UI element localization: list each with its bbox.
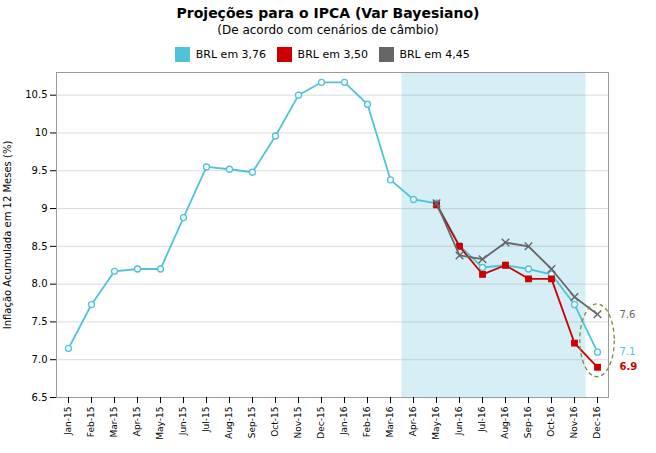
svg-text:Dec-16: Dec-16 [592, 406, 602, 438]
svg-text:Feb-15: Feb-15 [86, 407, 96, 438]
svg-text:6.9: 6.9 [620, 361, 638, 372]
svg-text:Mar-15: Mar-15 [109, 407, 119, 438]
svg-text:10: 10 [35, 127, 48, 138]
svg-text:Oct-16: Oct-16 [546, 406, 556, 437]
svg-text:7.0: 7.0 [32, 354, 48, 365]
svg-text:May-15: May-15 [155, 407, 165, 440]
svg-text:Sep-16: Sep-16 [523, 406, 533, 438]
svg-text:Jul-16: Jul-16 [477, 406, 487, 433]
svg-text:8.0: 8.0 [32, 278, 48, 289]
svg-text:9.5: 9.5 [32, 165, 48, 176]
svg-text:Oct-15: Oct-15 [270, 407, 280, 437]
svg-text:May-16: May-16 [431, 406, 441, 439]
html-text:Projeções para o IPCA (Var Bay: Projeções para o IPCA (Var Bayesiano) [176, 5, 480, 21]
svg-text:Nov-15: Nov-15 [293, 407, 303, 439]
svg-text:Feb-16: Feb-16 [362, 406, 372, 437]
svg-text:Jun-16: Jun-16 [454, 406, 464, 436]
html-text:BRL em 4,45: BRL em 4,45 [399, 48, 470, 61]
svg-text:Jun-15: Jun-15 [178, 407, 188, 437]
svg-text:Nov-16: Nov-16 [569, 406, 579, 438]
svg-text:Jul-15: Jul-15 [201, 407, 211, 434]
svg-text:Inflação Acumulada em 12 Meses: Inflação Acumulada em 12 Meses (%) [2, 141, 13, 330]
svg-text:Aug-15: Aug-15 [224, 407, 234, 439]
svg-text:9: 9 [41, 203, 47, 214]
svg-text:6.5: 6.5 [32, 392, 48, 403]
svg-text:Dec-15: Dec-15 [316, 407, 326, 439]
svg-text:Jan-15: Jan-15 [63, 407, 73, 437]
svg-text:7.5: 7.5 [32, 316, 48, 327]
svg-text:Apr-16: Apr-16 [408, 406, 418, 436]
svg-text:Mar-16: Mar-16 [385, 406, 395, 437]
svg-text:7.1: 7.1 [620, 346, 636, 357]
html-text:(De acordo com cenários de câm: (De acordo com cenários de câmbio) [217, 23, 439, 37]
svg-text:7.6: 7.6 [620, 309, 636, 320]
svg-text:Aug-16: Aug-16 [500, 406, 510, 439]
svg-text:Jan-16: Jan-16 [339, 406, 349, 436]
svg-text:Sep-15: Sep-15 [247, 407, 257, 439]
html-text:BRL em 3,76: BRL em 3,76 [195, 48, 267, 61]
svg-text:10.5: 10.5 [25, 89, 47, 100]
html-text:BRL em 3,50: BRL em 3,50 [297, 48, 368, 61]
svg-text:8.5: 8.5 [32, 241, 48, 252]
svg-text:Apr-15: Apr-15 [132, 407, 142, 437]
